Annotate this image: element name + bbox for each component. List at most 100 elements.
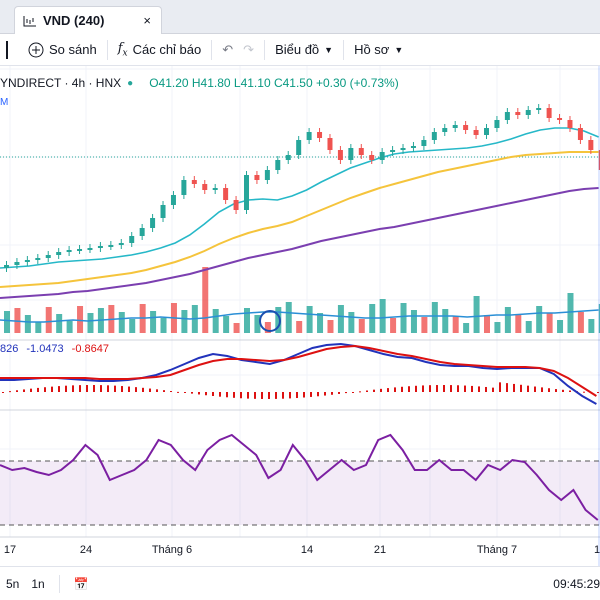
macd-hist-bar [485,386,487,392]
candle-body [598,150,600,170]
tab-vnd[interactable]: VND (240) × [14,6,162,34]
macd-hist-bar [380,388,382,392]
ohlc-values: O41.20 H41.80 L41.10 C41.50 +0.30 (+0.73… [149,76,399,90]
macd-hist-bar [149,388,151,392]
candle-body [223,188,229,200]
rsi-line [0,433,599,521]
macd-hist-bar [44,387,46,392]
candle-body [191,180,197,184]
macd-hist-bar [422,385,424,392]
x-axis-label: 24 [80,544,92,556]
chart-legend: YNDIRECT · 4h · HNX ● O41.20 H41.80 L41.… [0,76,399,90]
candle-body [233,200,239,210]
candle-body [170,195,176,205]
candle-body [400,148,406,150]
candle-body [567,120,573,128]
macd-hist-bar [268,392,270,399]
volume-bar [212,309,219,333]
macd-hist-bar [562,389,564,392]
macd-hist-bar [107,385,109,392]
volume-bar [390,318,397,333]
candle-body [4,265,9,268]
volume-bar [400,303,407,333]
volume-bar [181,310,188,333]
candle-body [546,108,552,118]
macd-hist-bar [499,382,501,392]
macd-hist-bar [352,392,354,393]
redo-button[interactable]: ↷ [243,34,264,66]
volume-bar [473,296,480,333]
macd-hist-bar [331,392,333,395]
x-axis-label: 14 [301,544,313,556]
macd-hist-bar [205,392,207,396]
macd-hist-bar [156,389,158,392]
macd-hist-bar [583,391,585,393]
macd-hist-bar [240,392,242,399]
volume-bar [515,314,522,333]
compare-button[interactable]: So sánh [18,34,107,66]
volume-bar [118,312,125,333]
macd-hist-bar [415,385,417,392]
chevron-down-icon: ▼ [394,44,404,55]
candle-body [285,155,291,160]
chart-type-button[interactable]: Biểu đồ ▼ [265,34,343,66]
undo-icon: ↶ [222,41,234,57]
volume-bar [4,311,10,333]
volume-bar [77,306,84,333]
macd-hist-bar [597,392,599,393]
candle-body [296,140,302,155]
fx-icon: fx [117,40,128,59]
bottom-bar: 5n 1n 📅 09:45:29 [0,566,600,600]
candle-body [244,175,249,210]
layout-icon[interactable] [0,34,18,66]
macd-hist-bar [191,392,193,394]
close-icon[interactable]: × [143,13,151,28]
ma-fast-line [0,127,599,269]
date-range-icon[interactable]: 📅 [73,576,89,591]
macd-hist-bar [478,386,480,392]
macd-hist-bar [506,383,508,392]
profile-button[interactable]: Hồ sơ ▼ [344,34,413,66]
macd-hist-bar [555,389,557,392]
volume-bar [546,313,553,333]
ma-mid-line [0,151,599,288]
volume-bar [129,319,136,333]
macd-hist-bar [16,390,18,392]
macd-hist-bar [2,392,4,393]
interval-5n[interactable]: 5n [6,576,20,591]
volume-bar [567,293,574,333]
macd-hist-bar [93,385,95,392]
volume-bar [348,312,355,333]
symbol-label: YNDIRECT · 4h · HNX [0,76,122,90]
indicators-button[interactable]: fx Các chỉ báo [108,34,212,66]
macd-hist-bar [534,386,536,392]
candle-body [181,180,187,195]
candle-body [421,140,427,146]
macd-hist-bar [569,390,571,392]
ma-slow-line [0,187,599,299]
macd-hist-bar [429,385,431,392]
volume-bar [254,315,261,333]
candle-body [160,205,166,218]
candle-body [337,150,343,160]
candle-body [97,246,103,248]
candle-body [327,138,333,150]
macd-value-1: 826 [0,343,19,355]
candle-body [494,120,500,128]
interval-1n[interactable]: 1n [31,576,45,591]
candle-body [557,118,563,120]
macd-hist-bar [345,392,347,394]
macd-hist-bar [100,385,102,392]
candle-body [442,128,448,132]
profile-label: Hồ sơ [354,42,390,57]
macd-hist-bar [37,387,39,392]
macd-hist-bar [541,387,543,392]
price-chart[interactable]: 17 24 Tháng 6 14 21 Tháng 7 1 [0,66,600,600]
macd-hist-bar [282,392,284,399]
candle-body [212,188,218,190]
candle-body [139,228,145,236]
candle-body [118,243,124,245]
macd-hist-bar [219,392,221,397]
undo-button[interactable]: ↶ [212,34,243,66]
x-axis-label: Tháng 6 [152,544,192,556]
